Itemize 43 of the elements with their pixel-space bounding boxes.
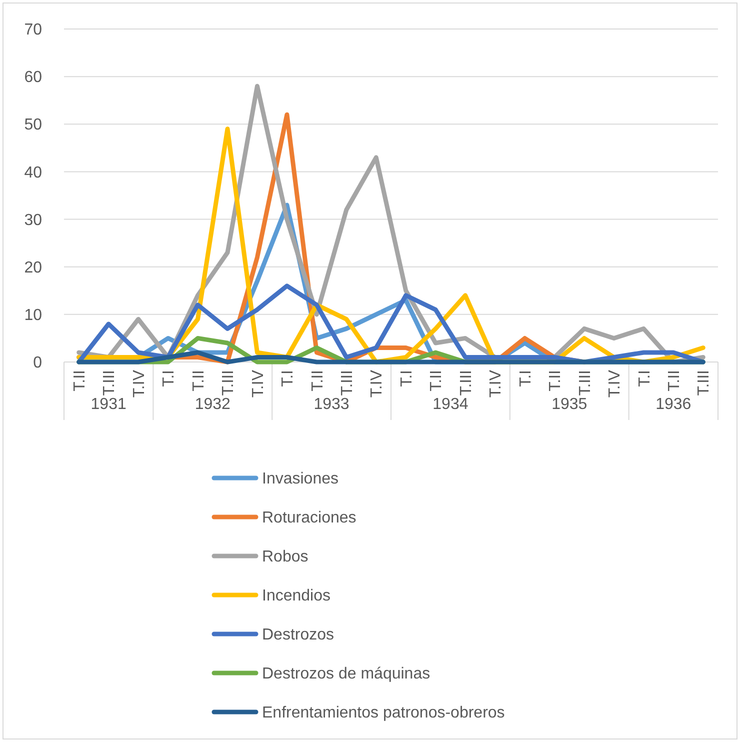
x-tick-label: T.III: [101, 370, 118, 396]
text: 1934: [432, 396, 468, 413]
text: 1932: [194, 396, 231, 413]
x-tick-label: T.I: [280, 370, 297, 387]
text: 1933: [314, 396, 350, 413]
legend-label: Incendios: [262, 588, 330, 605]
legend-label: Destrozos de máquinas: [262, 666, 430, 683]
x-tick-label: T.II: [666, 370, 684, 392]
x-tick-label: T.III: [220, 370, 238, 396]
x-tick-label: T.IV: [368, 370, 386, 398]
y-tick-label: 10: [24, 307, 42, 324]
x-tick-label: T.IV: [488, 370, 505, 398]
x-tick-label: T.III: [696, 370, 713, 396]
x-tick-label: T.III: [458, 370, 475, 396]
x-tick-label: T.IV: [130, 370, 148, 398]
legend-label: Robos: [262, 548, 308, 566]
legend-label: Enfrentamientos patronos-obreros: [262, 704, 505, 722]
x-tick-label: T.III: [576, 370, 594, 396]
x-tick-label: T.II: [71, 370, 88, 392]
text: 1935: [552, 396, 588, 413]
x-tick-label: T.III: [339, 370, 356, 396]
x-tick-label: T.II: [547, 370, 564, 392]
x-tick-label: T.I: [636, 370, 654, 387]
y-tick-label: 20: [24, 259, 42, 276]
y-tick-label: 40: [24, 164, 42, 182]
y-tick-label: 60: [24, 69, 42, 86]
text: 1936: [656, 396, 692, 413]
x-tick-label: T.II: [428, 370, 446, 392]
x-tick-label: T.IV: [250, 370, 267, 398]
y-tick-label: 30: [24, 212, 42, 229]
legend-label: Destrozos: [262, 626, 334, 644]
text: 1931: [90, 396, 126, 413]
x-tick-label: T.II: [190, 370, 208, 392]
x-tick-label: T.I: [160, 370, 178, 387]
y-tick-label: 70: [24, 22, 42, 39]
legend-label: Roturaciones: [262, 510, 356, 527]
legend-label: Invasiones: [262, 470, 338, 488]
x-tick-label: T.II: [309, 370, 326, 392]
x-tick-label: T.IV: [606, 370, 624, 398]
x-tick-label: T.I: [398, 370, 416, 387]
x-tick-label: T.I: [517, 370, 534, 387]
y-tick-label: 50: [24, 116, 42, 134]
y-tick-label: 0: [33, 354, 42, 372]
